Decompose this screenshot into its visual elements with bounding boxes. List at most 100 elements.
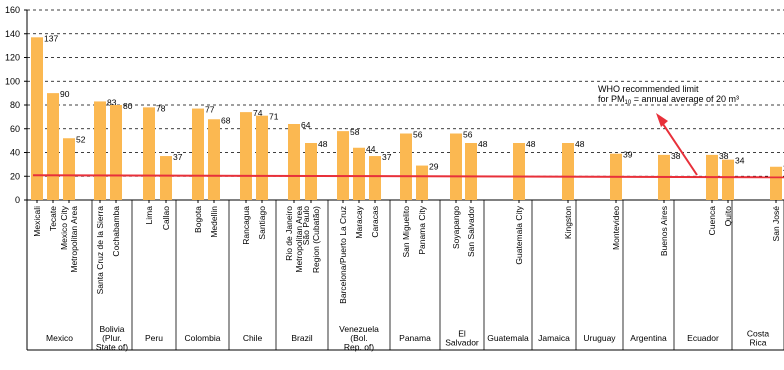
city-label: San Salvador [466, 206, 476, 257]
bar-kingston [562, 143, 574, 200]
data-label: 83 [107, 97, 117, 107]
data-label: 71 [269, 112, 279, 122]
bar-san-miguelito [400, 133, 412, 200]
country-label: Peru [145, 333, 163, 343]
city-label: Lima [144, 206, 154, 225]
data-label: 78 [156, 103, 166, 113]
city-label: Cochabamba [111, 206, 121, 257]
bar-san-jos- [770, 166, 782, 200]
bar-cochabamba [110, 105, 122, 200]
bar-bogota [192, 108, 204, 200]
data-label: 90 [60, 89, 70, 99]
country-label: Costa [747, 329, 769, 339]
bar-medellin [208, 119, 220, 200]
city-label: Bogota [193, 206, 203, 233]
city-label: San José [771, 206, 781, 242]
bar-callao [160, 156, 172, 200]
data-label: 77 [205, 105, 215, 115]
city-label: Mexicali [32, 206, 42, 237]
city-label: Rio de Janeiro [284, 206, 294, 261]
who-limit-line [32, 174, 784, 179]
bar-tecate [47, 93, 59, 200]
country-label: Salvador [445, 338, 479, 348]
city-label: Caracas [370, 206, 380, 238]
country-label: Ecuador [687, 333, 719, 343]
bar-soyapango [450, 133, 462, 200]
bar-s-o-paulo-region-cubat-o- [305, 143, 317, 200]
y-tick-label: 100 [5, 76, 20, 86]
city-label: San Miguelito [401, 206, 411, 258]
data-label: 52 [76, 134, 86, 144]
bar-quito [722, 159, 734, 200]
city-label: Metropolitan Area [294, 206, 304, 273]
country-label: Mexico [46, 333, 73, 343]
bar-panama-city [416, 165, 428, 200]
city-label: São Paulo [301, 206, 311, 245]
data-label: 48 [318, 139, 328, 149]
country-label: El [458, 329, 466, 339]
bar-santa-cruz-de-la-sierra [94, 101, 106, 200]
data-label: 38 [719, 151, 729, 161]
data-label: 39 [623, 150, 633, 160]
city-label: Metropolitan Area [69, 206, 79, 273]
bar-guatemala-city [513, 143, 525, 200]
y-tick-label: 60 [10, 124, 20, 134]
city-label: Quito [723, 206, 733, 227]
country-label: Argentina [630, 333, 667, 343]
data-label: 37 [173, 152, 183, 162]
data-label: 68 [221, 115, 231, 125]
city-label: Mexico City [59, 205, 69, 250]
country-label: Guatemala [487, 333, 529, 343]
bar-santiago [256, 115, 268, 200]
country-label: Bolivia [99, 324, 124, 334]
city-label: Callao [161, 206, 171, 230]
data-label: 48 [526, 139, 536, 149]
country-label: Rep. of) [344, 342, 374, 352]
data-label: 48 [575, 139, 585, 149]
city-label: Santa Cruz de la Sierra [95, 206, 105, 295]
city-label: Kingston [563, 206, 573, 239]
data-label: 34 [735, 156, 745, 166]
city-label: Region (Cubatão) [311, 206, 321, 273]
country-label: (Plur. [102, 333, 122, 343]
country-label: Venezuela [339, 324, 379, 334]
city-label: Barcelona/Puerto La Cruz [338, 206, 348, 304]
y-tick-label: 20 [10, 171, 20, 181]
bar-caracas [369, 156, 381, 200]
city-label: Maracay [354, 205, 364, 238]
bar-lima [143, 107, 155, 200]
bar-san-salvador [465, 143, 477, 200]
data-label: 80 [123, 101, 133, 111]
bar-rio-de-janeiro-metropolitan-area [288, 124, 300, 200]
data-label: 137 [44, 33, 58, 43]
data-label: 38 [671, 151, 681, 161]
data-label: 56 [413, 130, 423, 140]
y-tick-label: 140 [5, 29, 20, 39]
country-label: Rica [749, 338, 766, 348]
y-tick-label: 80 [10, 100, 20, 110]
city-label: Soyapango [451, 206, 461, 249]
data-label: 37 [382, 152, 392, 162]
data-label: 64 [301, 120, 311, 130]
country-label: (Bol. [350, 333, 367, 343]
annotation-arrow-head [656, 113, 668, 127]
y-tick-label: 120 [5, 53, 20, 63]
city-label: Panama City [417, 205, 427, 254]
data-label: 29 [429, 162, 439, 172]
annotation-line-1: WHO recommended limit [598, 84, 699, 94]
city-label: Montevideo [611, 206, 621, 250]
bar-barcelona-puerto-la-cruz [337, 131, 349, 200]
city-label: Guatemala City [514, 205, 524, 264]
city-label: Rancagua [241, 206, 251, 245]
country-label: Uruguay [583, 333, 616, 343]
annotation-arrow-shaft [662, 123, 698, 176]
city-label: Medellin [209, 206, 219, 238]
city-label: Buenos Aires [659, 206, 669, 256]
country-label: Panama [399, 333, 431, 343]
city-label: Cuenca [707, 206, 717, 236]
country-label: State of) [96, 342, 128, 352]
annotation-line-2: for PM10 = annual average of 20 m³ [598, 94, 739, 106]
country-label: Jamaica [538, 333, 570, 343]
data-label: 56 [463, 130, 473, 140]
